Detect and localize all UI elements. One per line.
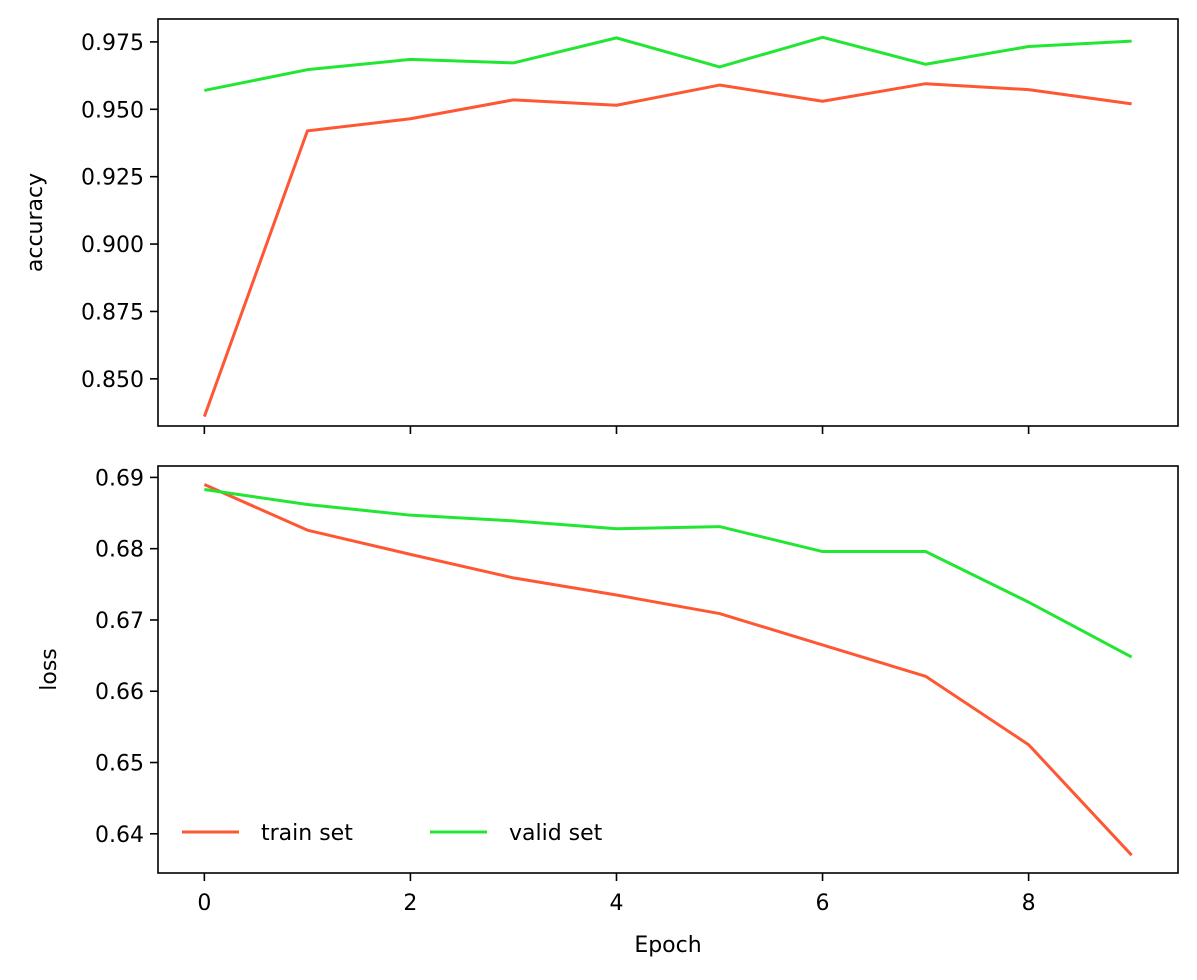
legend: train set valid set xyxy=(182,821,603,846)
y-tick-label: 0.66 xyxy=(95,680,144,705)
y-tick-label: 0.65 xyxy=(95,752,144,777)
y-tick-label: 0.69 xyxy=(95,466,144,491)
y-tick-label: 0.925 xyxy=(81,166,144,191)
y-axis-label: loss xyxy=(37,648,62,691)
y-tick-label: 0.900 xyxy=(81,233,144,258)
y-tick-label: 0.875 xyxy=(81,300,144,325)
y-tick-label: 0.68 xyxy=(95,538,144,563)
y-tick-label: 0.850 xyxy=(81,368,144,393)
y-tick-label: 0.67 xyxy=(95,609,144,634)
series-line-train-set xyxy=(202,82,1132,418)
axes-frame xyxy=(157,465,1179,874)
x-tick-label: 2 xyxy=(403,891,417,916)
subplot-1: 0.64 0.65 0.66 0.67 0.68 0.69 0 2 4 6 8 loss Epoch tr… xyxy=(37,465,1179,958)
x-tick-label: 0 xyxy=(197,891,211,916)
x-tick-label: 4 xyxy=(609,891,623,916)
x-tick-label: 8 xyxy=(1022,891,1036,916)
series-line-train-set xyxy=(203,483,1133,857)
x-tick-label: 6 xyxy=(816,891,830,916)
y-tick-label: 0.975 xyxy=(81,31,144,56)
legend-label: valid set xyxy=(509,821,603,846)
x-axis-label: Epoch xyxy=(634,933,701,958)
series-line-valid-set xyxy=(204,35,1132,92)
subplot-0: 0.850 0.875 0.900 0.925 0.950 0.975 accuracy xyxy=(23,18,1179,434)
legend-label: train set xyxy=(261,821,353,846)
y-tick-label: 0.950 xyxy=(81,98,144,123)
y-tick-label: 0.64 xyxy=(95,823,144,848)
plots-group: 0.8500.8750.9000.9250.9500.975accuracy0.… xyxy=(23,18,1179,958)
series-line-valid-set xyxy=(204,488,1133,659)
y-axis-label: accuracy xyxy=(23,173,48,272)
axes-frame xyxy=(157,18,1179,427)
